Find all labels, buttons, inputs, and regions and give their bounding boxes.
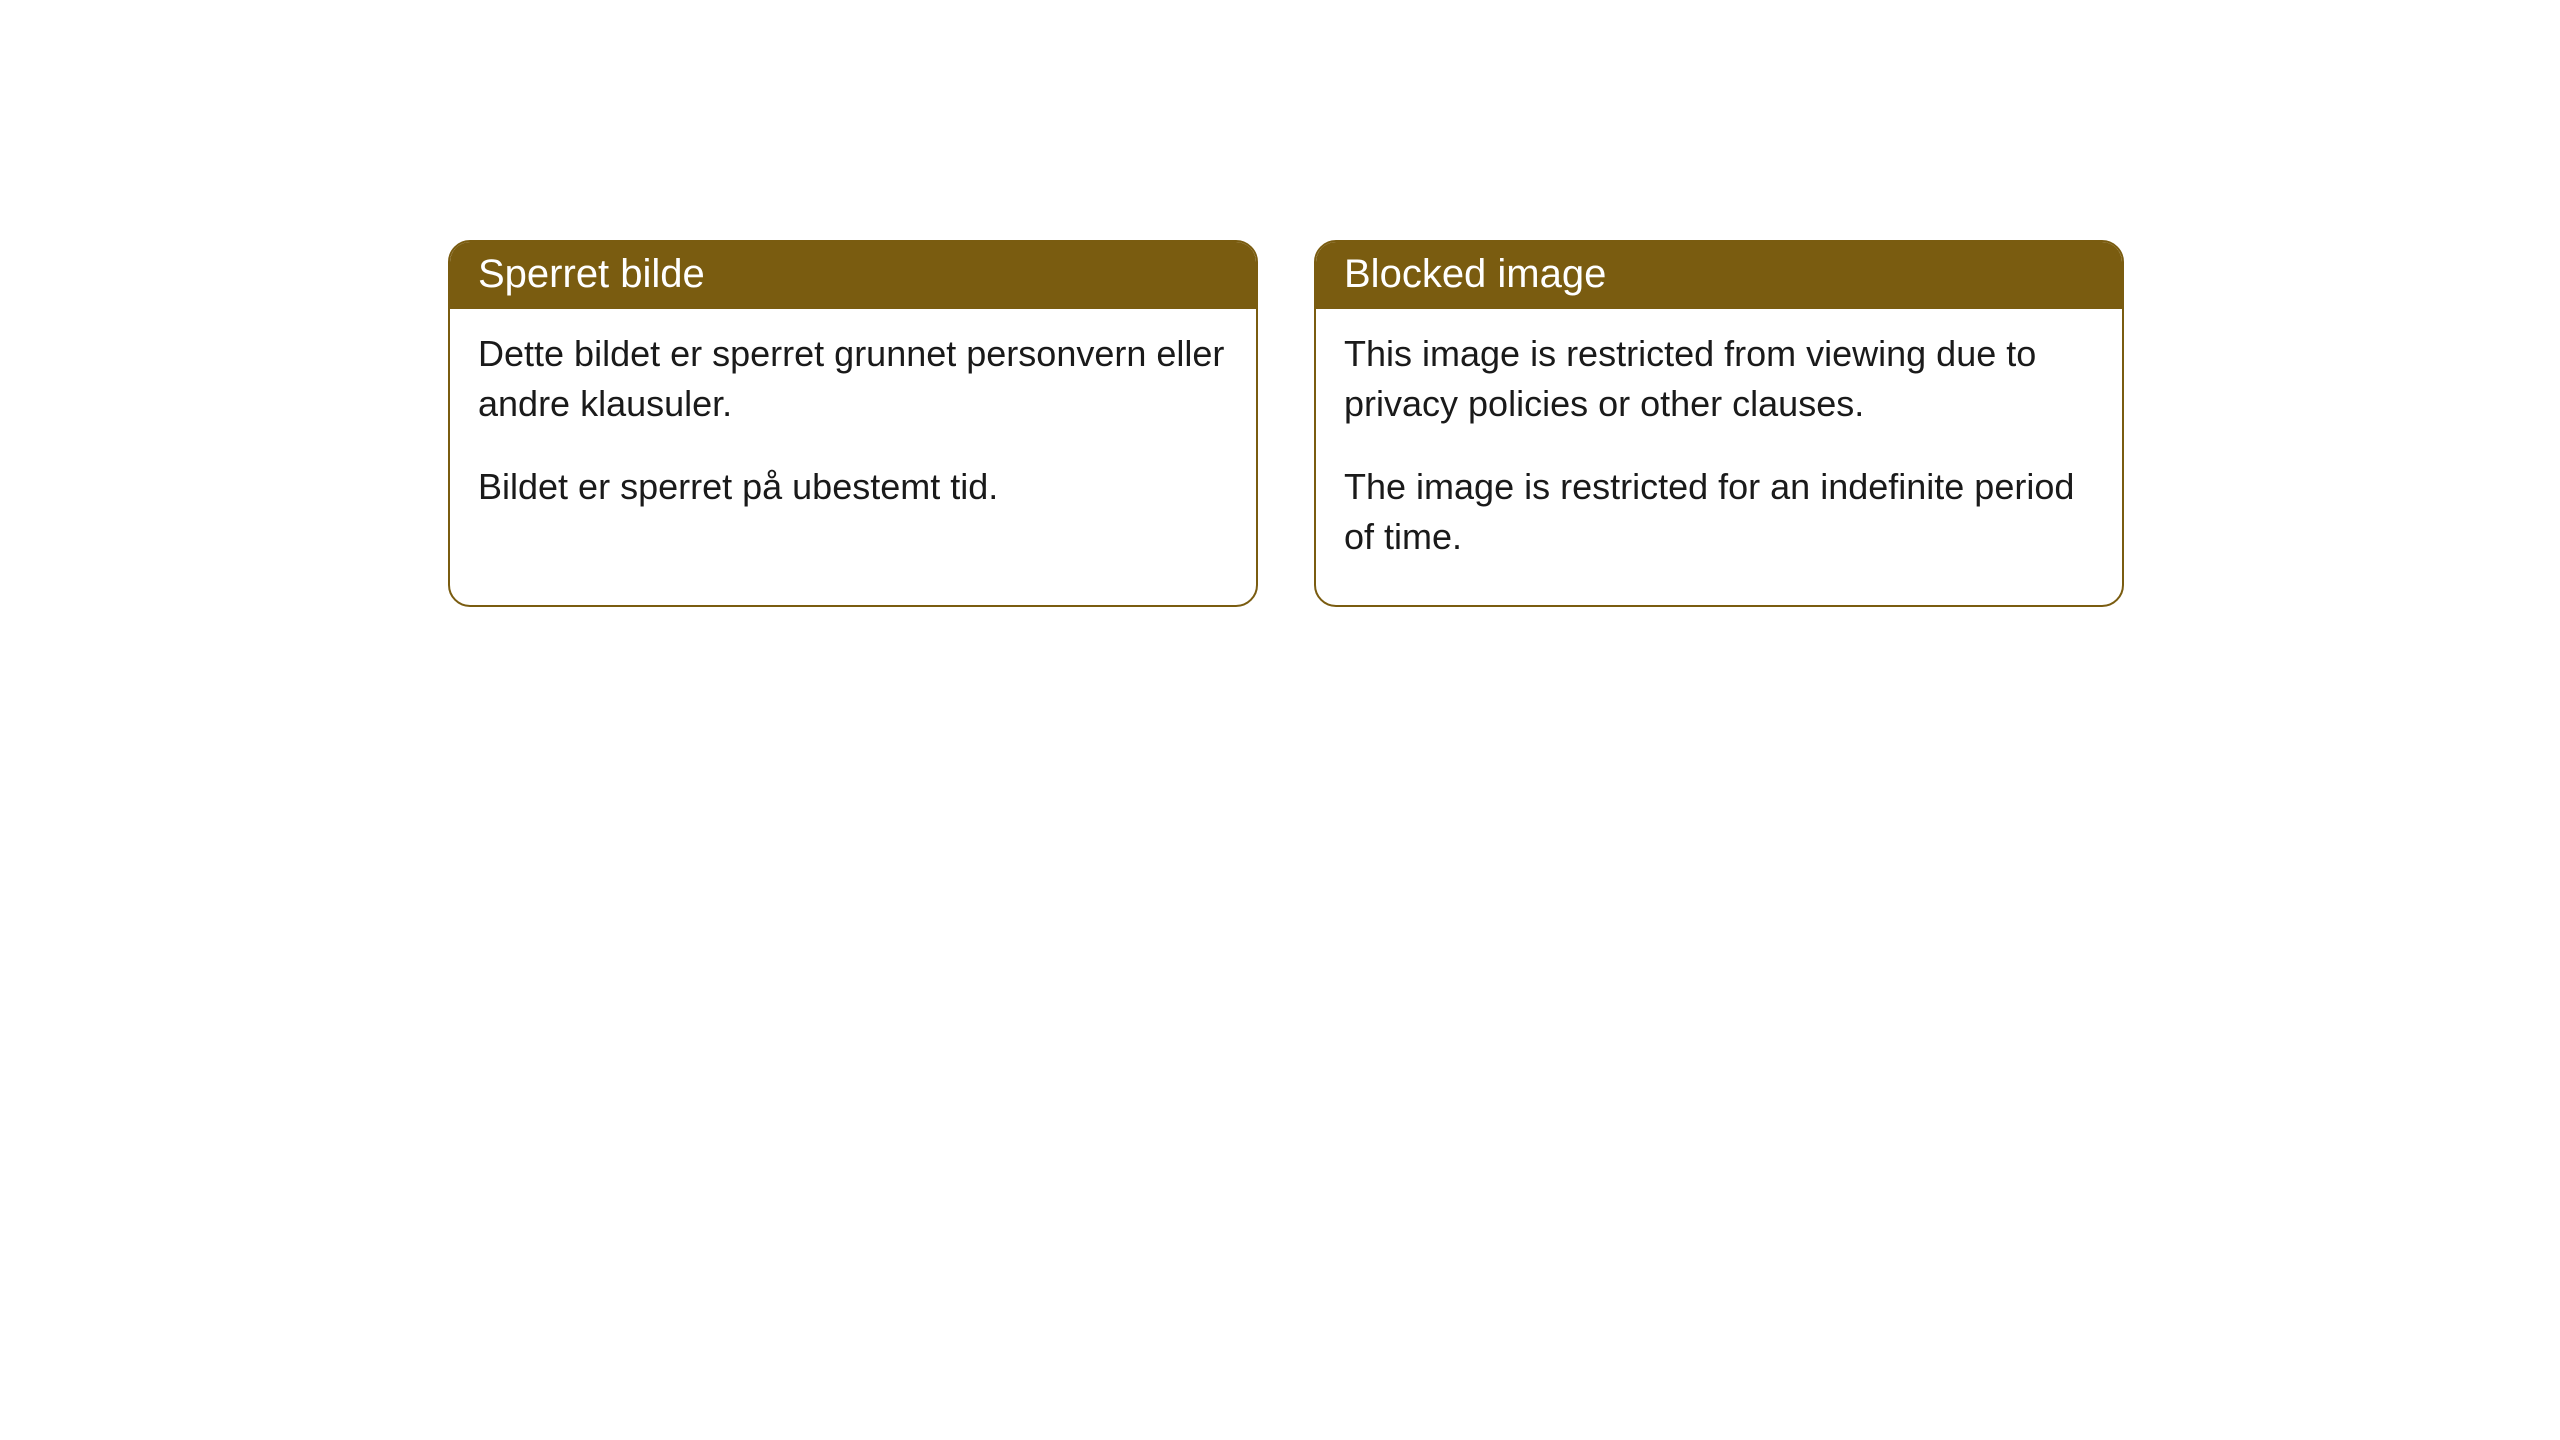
card-header-english: Blocked image [1316, 242, 2122, 309]
blocked-image-card-norwegian: Sperret bilde Dette bildet er sperret gr… [448, 240, 1258, 607]
card-body-norwegian: Dette bildet er sperret grunnet personve… [450, 309, 1256, 554]
card-paragraph-2: Bildet er sperret på ubestemt tid. [478, 462, 1228, 512]
card-paragraph-1: Dette bildet er sperret grunnet personve… [478, 329, 1228, 430]
card-paragraph-1: This image is restricted from viewing du… [1344, 329, 2094, 430]
blocked-image-card-english: Blocked image This image is restricted f… [1314, 240, 2124, 607]
card-title: Sperret bilde [478, 252, 705, 296]
card-body-english: This image is restricted from viewing du… [1316, 309, 2122, 605]
card-title: Blocked image [1344, 252, 1606, 296]
card-header-norwegian: Sperret bilde [450, 242, 1256, 309]
card-paragraph-2: The image is restricted for an indefinit… [1344, 462, 2094, 563]
notice-cards-container: Sperret bilde Dette bildet er sperret gr… [0, 0, 2560, 607]
